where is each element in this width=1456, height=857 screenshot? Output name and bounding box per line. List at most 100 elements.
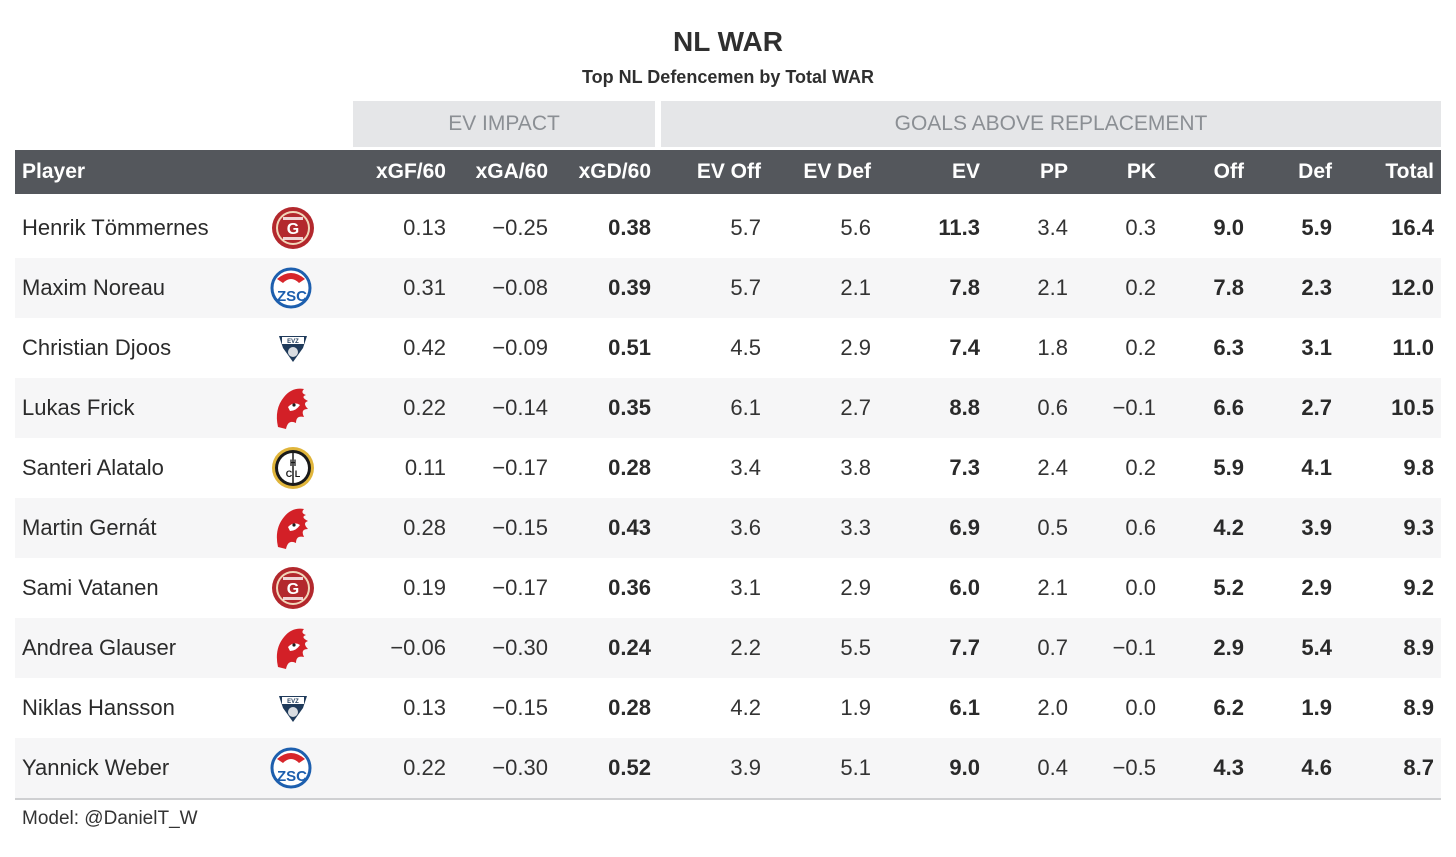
column-header-xgd60: xGD/60	[578, 160, 651, 183]
player-name: Henrik Tömmernes	[22, 215, 209, 240]
svg-text:G: G	[287, 221, 299, 238]
cell-pp: 2.4	[1037, 455, 1068, 480]
cell-ev-def: 5.1	[840, 755, 871, 780]
hc-lugano-logo: HC L	[267, 438, 319, 498]
cell-pk: −0.1	[1112, 635, 1156, 660]
cell-xgd60: 0.39	[608, 275, 651, 300]
cell-xgf60: 0.42	[403, 335, 446, 360]
cell-pp: 0.4	[1037, 755, 1068, 780]
table-row: Henrik Tömmernes G 0.13 −0.25 0.38 5.7 5.6 11.3…	[15, 198, 1441, 258]
cell-off: 9.0	[1213, 215, 1244, 240]
cell-xga60: −0.30	[492, 635, 548, 660]
cell-ev-def: 5.6	[840, 215, 871, 240]
cell-xgd60: 0.52	[608, 755, 651, 780]
table-row: Lukas Frick 0.22 −0.14 0.35 6.1 2.7 8.8 0.6 −0.1…	[15, 378, 1441, 438]
cell-ev-off: 4.5	[730, 335, 761, 360]
player-name: Niklas Hansson	[22, 695, 175, 720]
cell-pp: 3.4	[1037, 215, 1068, 240]
cell-xga60: −0.30	[492, 755, 548, 780]
cell-total: 9.3	[1403, 515, 1434, 540]
evz-logo: EVZ	[267, 678, 319, 738]
cell-xga60: −0.25	[492, 215, 548, 240]
cell-off: 6.2	[1213, 695, 1244, 720]
cell-xgf60: 0.13	[403, 695, 446, 720]
cell-def: 5.9	[1301, 215, 1332, 240]
cell-def: 1.9	[1301, 695, 1332, 720]
table-subtitle: Top NL Defencemen by Total WAR	[581, 67, 875, 87]
cell-ev-off: 4.2	[730, 695, 761, 720]
cell-pk: 0.0	[1125, 575, 1156, 600]
cell-total: 16.4	[1391, 215, 1434, 240]
cell-pk: −0.5	[1112, 755, 1156, 780]
cell-xgf60: 0.19	[403, 575, 446, 600]
table-row: Yannick Weber ZSC 0.22 −0.30 0.52 3.9 5.1 9.0 0.…	[15, 738, 1441, 798]
cell-pp: 2.1	[1037, 575, 1068, 600]
cell-ev: 7.4	[949, 335, 980, 360]
cell-xgd60: 0.51	[608, 335, 651, 360]
cell-ev-off: 3.6	[730, 515, 761, 540]
cell-pk: 0.3	[1125, 215, 1156, 240]
spanner-ev-impact: EV IMPACT	[353, 101, 655, 147]
cell-ev: 7.7	[949, 635, 980, 660]
cell-ev-off: 3.9	[730, 755, 761, 780]
cell-xga60: −0.08	[492, 275, 548, 300]
cell-off: 4.3	[1213, 755, 1244, 780]
cell-ev: 6.0	[949, 575, 980, 600]
geneve-servette-logo: G	[267, 198, 319, 258]
table-row: Sami Vatanen G 0.19 −0.17 0.36 3.1 2.9 6.0 2.1 0.…	[15, 558, 1441, 618]
cell-off: 4.2	[1213, 515, 1244, 540]
cell-pk: 0.2	[1125, 455, 1156, 480]
table-row: Martin Gernát 0.28 −0.15 0.43 3.6 3.3 6.9 0.5 0.…	[15, 498, 1441, 558]
cell-ev-def: 1.9	[840, 695, 871, 720]
cell-ev-def: 3.8	[840, 455, 871, 480]
cell-pp: 0.5	[1037, 515, 1068, 540]
cell-def: 3.9	[1301, 515, 1332, 540]
source-note: Model: @DanielT_W	[22, 808, 198, 829]
column-header-total: Total	[1385, 160, 1434, 183]
zsc-lions-logo: ZSC	[267, 738, 319, 798]
cell-ev: 7.3	[949, 455, 980, 480]
cell-pk: −0.1	[1112, 395, 1156, 420]
player-name: Maxim Noreau	[22, 275, 166, 300]
cell-total: 9.8	[1403, 455, 1434, 480]
evz-logo: EVZ	[267, 318, 319, 378]
column-header-pp: PP	[1039, 160, 1068, 183]
table-row: Maxim Noreau ZSC 0.31 −0.08 0.39 5.7 2.1 7.8 2.1…	[15, 258, 1441, 318]
cell-xgf60: 0.28	[403, 515, 446, 540]
cell-total: 12.0	[1391, 275, 1434, 300]
cell-xgd60: 0.28	[608, 695, 651, 720]
column-header-ev-off: EV Off	[696, 160, 761, 183]
cell-xgd60: 0.24	[608, 635, 651, 660]
table-bottom-rule	[15, 798, 1441, 800]
cell-xga60: −0.09	[492, 335, 548, 360]
cell-xga60: −0.14	[492, 395, 548, 420]
cell-xga60: −0.15	[492, 695, 548, 720]
cell-xgf60: 0.22	[403, 755, 446, 780]
svg-text:G: G	[287, 581, 299, 598]
cell-xgf60: 0.22	[403, 395, 446, 420]
cell-pp: 2.1	[1037, 275, 1068, 300]
cell-ev-def: 5.5	[840, 635, 871, 660]
cell-def: 3.1	[1301, 335, 1332, 360]
cell-ev-off: 2.2	[730, 635, 761, 660]
cell-def: 2.7	[1301, 395, 1332, 420]
column-header-xga60: xGA/60	[475, 160, 548, 183]
cell-off: 2.9	[1213, 635, 1244, 660]
player-name: Yannick Weber	[22, 755, 170, 780]
cell-xgd60: 0.38	[608, 215, 651, 240]
table-row: Andrea Glauser −0.06 −0.30 0.24 2.2 5.5 7.7 0.7…	[15, 618, 1441, 678]
spanner-goals-above-replacement: GOALS ABOVE REPLACEMENT	[661, 101, 1441, 147]
cell-ev-def: 2.7	[840, 395, 871, 420]
cell-ev-off: 3.4	[730, 455, 761, 480]
cell-pk: 0.2	[1125, 335, 1156, 360]
cell-xga60: −0.17	[492, 575, 548, 600]
table-title: NL WAR	[673, 26, 783, 57]
cell-ev: 6.9	[949, 515, 980, 540]
cell-ev-def: 2.1	[840, 275, 871, 300]
svg-text:EVZ: EVZ	[287, 699, 299, 705]
svg-text:ZSC: ZSC	[277, 768, 307, 785]
cell-ev-def: 2.9	[840, 575, 871, 600]
cell-pp: 0.6	[1037, 395, 1068, 420]
cell-def: 2.9	[1301, 575, 1332, 600]
cell-def: 4.1	[1301, 455, 1332, 480]
